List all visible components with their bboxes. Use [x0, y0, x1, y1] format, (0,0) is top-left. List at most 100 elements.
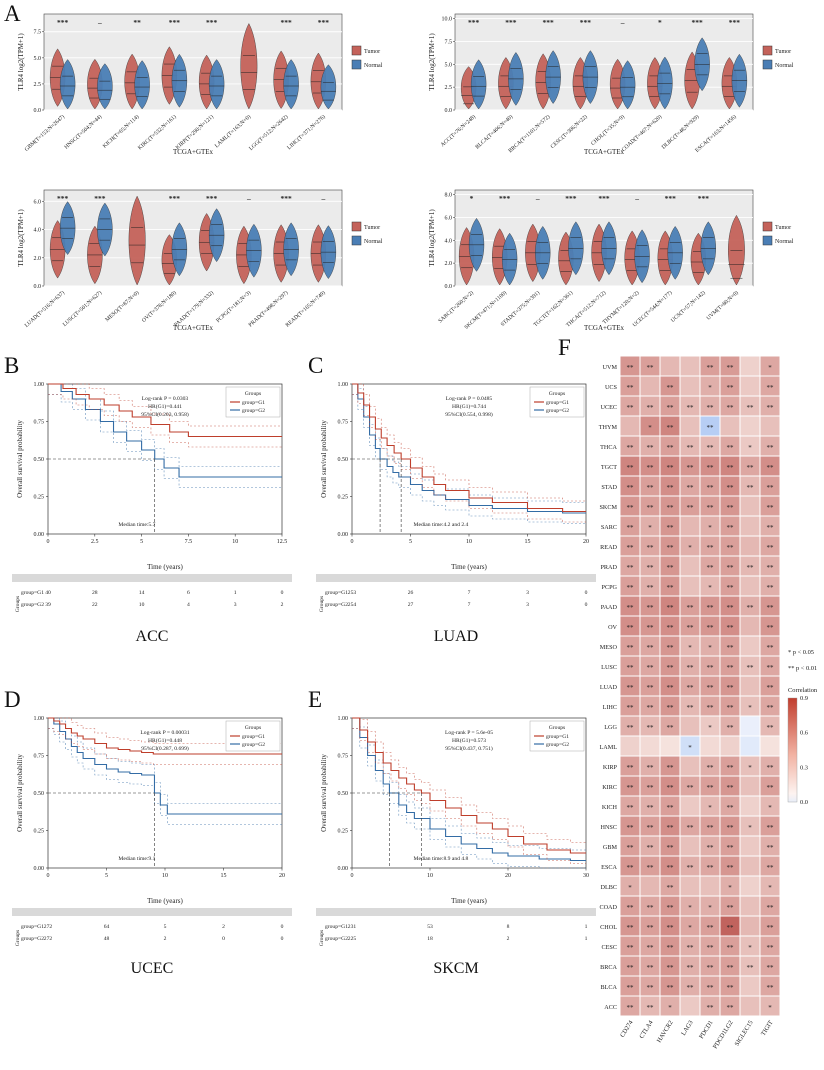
heatmap-sig-mark: ** [727, 644, 735, 652]
heatmap-cell [660, 416, 680, 436]
colorbar-title: Correlation [788, 687, 818, 694]
svg-text:1.00: 1.00 [338, 382, 349, 388]
heatmap-cell [640, 576, 660, 596]
heatmap-cell [640, 796, 660, 816]
heatmap-cell [680, 436, 700, 456]
heatmap-cell [760, 756, 780, 776]
heatmap-sig-mark: ** [727, 504, 735, 512]
svg-text:Normal: Normal [364, 63, 383, 69]
heatmap-cell [640, 936, 660, 956]
heatmap-sig-mark: ** [627, 944, 635, 952]
heatmap-cell [740, 656, 760, 676]
heatmap-cell [640, 776, 660, 796]
heatmap-sig-mark: * [768, 364, 772, 372]
heatmap-cell [680, 596, 700, 616]
svg-text:Normal: Normal [775, 239, 794, 245]
heatmap-cell [760, 596, 780, 616]
heatmap-cell [740, 616, 760, 636]
heatmap-sig-mark: ** [667, 724, 675, 732]
violin-shape [470, 59, 487, 110]
heatmap-cell [620, 576, 640, 596]
heatmap-sig-mark: ** [627, 904, 635, 912]
heatmap-sig-mark: ** [747, 664, 755, 672]
heatmap-cell [760, 696, 780, 716]
heatmap-cell [660, 576, 680, 596]
heatmap-sig-mark: ** [647, 504, 655, 512]
heatmap-cell [620, 356, 640, 376]
svg-text:5.0: 5.0 [34, 56, 42, 62]
heatmap-cell [680, 576, 700, 596]
violin-plot-a2: 0.0 2.5 5.0 7.5 10.0 *** ACC(T=76;N=248) *** BLC… [428, 13, 794, 156]
heatmap-cell [620, 996, 640, 1016]
heatmap-cell [700, 776, 720, 796]
violin-shape [501, 232, 518, 286]
heatmap-sig-mark: ** [727, 464, 735, 472]
svg-text:group=G2: group=G2 [546, 408, 569, 414]
svg-text:2.0: 2.0 [34, 256, 42, 262]
km-plot-ucec: 1.00 0.75 0.50 0.25 0.000 5 10 15 20 Log-rank P =… [16, 716, 285, 905]
heatmap-cell [720, 636, 740, 656]
heatmap-sig-mark: * [648, 524, 652, 532]
significance-mark: * [658, 18, 662, 27]
svg-text:2.5: 2.5 [91, 539, 99, 545]
heatmap-sig-mark: ** [627, 604, 635, 612]
panel-label-f: F [558, 335, 571, 360]
heatmap-cell [700, 496, 720, 516]
heatmap-cell [660, 636, 680, 656]
risk-count: 39 [45, 602, 51, 608]
heatmap-cell [760, 536, 780, 556]
heatmap-sig-mark: ** [707, 444, 715, 452]
heatmap-sig-mark: ** [627, 684, 635, 692]
svg-text:5: 5 [140, 539, 143, 545]
heatmap-cell [760, 776, 780, 796]
svg-text:0.50: 0.50 [34, 791, 45, 797]
heatmap-cell [700, 596, 720, 616]
heatmap-row-label: OV [608, 624, 617, 631]
heatmap-cell [680, 756, 700, 776]
violin-shape [240, 23, 258, 110]
heatmap-cell [760, 436, 780, 456]
svg-text:0.50: 0.50 [338, 457, 349, 463]
heatmap-cell [740, 476, 760, 496]
risk-count: 0 [222, 936, 225, 942]
risk-count: 0 [281, 924, 284, 930]
heatmap-cell [760, 936, 780, 956]
risk-count: 254 [348, 602, 357, 608]
svg-text:0.75: 0.75 [338, 754, 349, 760]
heatmap-sig-mark: ** [727, 484, 735, 492]
heatmap-cell [720, 816, 740, 836]
risk-count: 225 [348, 936, 357, 942]
heatmap-sig-mark: ** [647, 404, 655, 412]
heatmap-sig-mark: ** [707, 364, 715, 372]
heatmap-sig-mark: * [728, 884, 732, 892]
heatmap-row-label: READ [600, 544, 617, 551]
heatmap-cell [640, 396, 660, 416]
heatmap-sig-mark: ** [767, 904, 775, 912]
svg-text:15: 15 [525, 539, 531, 545]
heatmap-cell [680, 496, 700, 516]
heatmap-row-label: CESC [602, 944, 617, 951]
heatmap-sig-mark: ** [647, 764, 655, 772]
heatmap-cell [640, 856, 660, 876]
heatmap-cell [660, 816, 680, 836]
heatmap-cell [640, 976, 660, 996]
heatmap-cell [740, 496, 760, 516]
heatmap-sig-mark: ** [627, 664, 635, 672]
heatmap-sig-mark: ** [727, 844, 735, 852]
heatmap-cell [640, 496, 660, 516]
heatmap-sig-mark: ** [627, 804, 635, 812]
heatmap-sig-mark: ** [627, 864, 635, 872]
heatmap-cell [640, 456, 660, 476]
heatmap-sig-mark: ** [707, 924, 715, 932]
legend-swatch-tumor [762, 45, 773, 56]
heatmap-col-label: CD274 [619, 1019, 635, 1039]
km-stats-line: HR(G1)=0.573 [452, 737, 486, 744]
heatmap-sig-mark: ** [707, 704, 715, 712]
svg-text:0.75: 0.75 [338, 420, 349, 426]
heatmap-cell [680, 796, 700, 816]
heatmap-sig-mark: ** [767, 444, 775, 452]
heatmap-sig-mark: ** [687, 784, 695, 792]
significance-mark: *** [729, 18, 741, 27]
heatmap-sig-mark: ** [767, 564, 775, 572]
risk-count: 253 [348, 590, 357, 596]
